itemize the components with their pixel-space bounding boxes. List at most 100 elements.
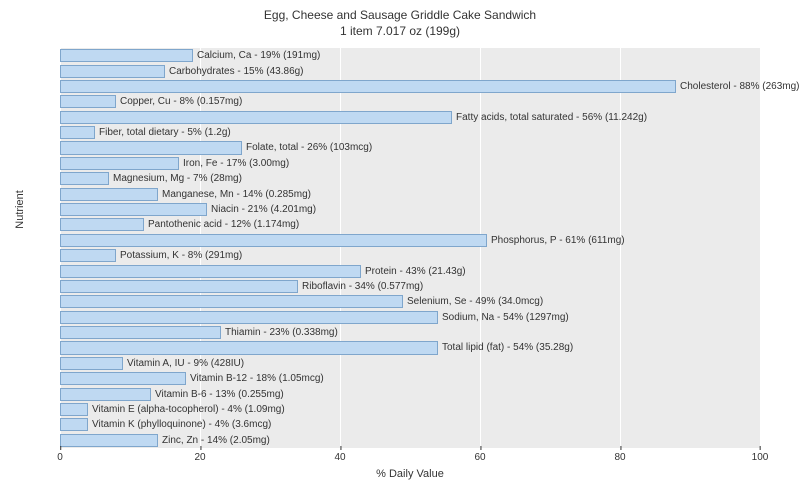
bar-fill <box>60 326 221 339</box>
bars-wrap: Calcium, Ca - 19% (191mg) Carbohydrates -… <box>60 48 760 448</box>
bar-fill <box>60 203 207 216</box>
bar-row: Magnesium, Mg - 7% (28mg) <box>60 172 760 185</box>
bar-row: Phosphorus, P - 61% (611mg) <box>60 234 760 247</box>
bar-label: Protein - 43% (21.43g) <box>361 265 466 278</box>
bar-fill <box>60 418 88 431</box>
bar-row: Calcium, Ca - 19% (191mg) <box>60 49 760 62</box>
bar-fill <box>60 172 109 185</box>
plot-area: Calcium, Ca - 19% (191mg) Carbohydrates -… <box>60 48 760 448</box>
bar-label: Cholesterol - 88% (263mg) <box>676 80 800 93</box>
bar-label: Pantothenic acid - 12% (1.174mg) <box>144 218 299 231</box>
bar-row: Carbohydrates - 15% (43.86g) <box>60 65 760 78</box>
bar-fill <box>60 157 179 170</box>
x-tick-mark <box>480 446 481 450</box>
bar-row: Vitamin K (phylloquinone) - 4% (3.6mcg) <box>60 418 760 431</box>
x-tick: 0 <box>57 448 63 459</box>
x-tick: 80 <box>614 448 625 459</box>
bar-label: Phosphorus, P - 61% (611mg) <box>487 234 625 247</box>
bar-label: Thiamin - 23% (0.338mg) <box>221 326 338 339</box>
bar-row: Niacin - 21% (4.201mg) <box>60 203 760 216</box>
bar-fill <box>60 218 144 231</box>
gridline <box>760 48 761 448</box>
bar-label: Copper, Cu - 8% (0.157mg) <box>116 95 242 108</box>
bar-row: Vitamin A, IU - 9% (428IU) <box>60 357 760 370</box>
bar-fill <box>60 388 151 401</box>
bar-label: Fatty acids, total saturated - 56% (11.2… <box>452 111 647 124</box>
x-tick-mark <box>200 446 201 450</box>
bar-fill <box>60 280 298 293</box>
x-tick-mark <box>760 446 761 450</box>
bar-row: Manganese, Mn - 14% (0.285mg) <box>60 188 760 201</box>
bar-row: Zinc, Zn - 14% (2.05mg) <box>60 434 760 447</box>
bar-label: Manganese, Mn - 14% (0.285mg) <box>158 188 311 201</box>
bar-fill <box>60 341 438 354</box>
bar-row: Thiamin - 23% (0.338mg) <box>60 326 760 339</box>
chart-title-line2: 1 item 7.017 oz (199g) <box>0 24 800 40</box>
bar-label: Zinc, Zn - 14% (2.05mg) <box>158 434 270 447</box>
x-axis: % Daily Value 020406080100 <box>60 448 760 488</box>
bar-row: Vitamin B-6 - 13% (0.255mg) <box>60 388 760 401</box>
x-tick-label: 80 <box>614 452 625 463</box>
x-tick-label: 0 <box>57 452 63 463</box>
bar-fill <box>60 141 242 154</box>
chart-title-line1: Egg, Cheese and Sausage Griddle Cake San… <box>0 8 800 24</box>
bar-label: Potassium, K - 8% (291mg) <box>116 249 242 262</box>
bar-label: Vitamin K (phylloquinone) - 4% (3.6mcg) <box>88 418 271 431</box>
bar-label: Carbohydrates - 15% (43.86g) <box>165 65 304 78</box>
bar-row: Riboflavin - 34% (0.577mg) <box>60 280 760 293</box>
bar-fill <box>60 311 438 324</box>
bar-row: Vitamin B-12 - 18% (1.05mcg) <box>60 372 760 385</box>
bar-label: Fiber, total dietary - 5% (1.2g) <box>95 126 231 139</box>
bar-row: Pantothenic acid - 12% (1.174mg) <box>60 218 760 231</box>
bar-label: Iron, Fe - 17% (3.00mg) <box>179 157 289 170</box>
bar-row: Fatty acids, total saturated - 56% (11.2… <box>60 111 760 124</box>
bar-label: Niacin - 21% (4.201mg) <box>207 203 316 216</box>
x-tick: 20 <box>194 448 205 459</box>
bar-label: Vitamin B-6 - 13% (0.255mg) <box>151 388 284 401</box>
x-tick-label: 40 <box>334 452 345 463</box>
bar-row: Fiber, total dietary - 5% (1.2g) <box>60 126 760 139</box>
bar-fill <box>60 95 116 108</box>
x-tick: 100 <box>752 448 769 459</box>
x-tick-mark <box>340 446 341 450</box>
bar-fill <box>60 372 186 385</box>
chart-title-block: Egg, Cheese and Sausage Griddle Cake San… <box>0 0 800 39</box>
x-tick: 60 <box>474 448 485 459</box>
x-tick-label: 20 <box>194 452 205 463</box>
bar-label: Folate, total - 26% (103mcg) <box>242 141 372 154</box>
x-tick: 40 <box>334 448 345 459</box>
bar-label: Vitamin E (alpha-tocopherol) - 4% (1.09m… <box>88 403 285 416</box>
bar-row: Total lipid (fat) - 54% (35.28g) <box>60 341 760 354</box>
y-axis-title: Nutrient <box>14 190 26 229</box>
x-axis-title: % Daily Value <box>60 468 760 480</box>
bar-label: Sodium, Na - 54% (1297mg) <box>438 311 569 324</box>
bar-fill <box>60 357 123 370</box>
bar-fill <box>60 188 158 201</box>
x-tick-label: 60 <box>474 452 485 463</box>
bar-row: Vitamin E (alpha-tocopherol) - 4% (1.09m… <box>60 403 760 416</box>
bar-label: Total lipid (fat) - 54% (35.28g) <box>438 341 573 354</box>
bar-label: Selenium, Se - 49% (34.0mcg) <box>403 295 543 308</box>
bar-fill <box>60 111 452 124</box>
x-tick-mark <box>620 446 621 450</box>
bar-fill <box>60 126 95 139</box>
bar-fill <box>60 80 676 93</box>
bar-label: Calcium, Ca - 19% (191mg) <box>193 49 320 62</box>
bar-row: Iron, Fe - 17% (3.00mg) <box>60 157 760 170</box>
bar-row: Selenium, Se - 49% (34.0mcg) <box>60 295 760 308</box>
bar-fill <box>60 403 88 416</box>
bar-fill <box>60 249 116 262</box>
bar-fill <box>60 234 487 247</box>
bar-label: Vitamin A, IU - 9% (428IU) <box>123 357 244 370</box>
bar-row: Protein - 43% (21.43g) <box>60 265 760 278</box>
nutrient-chart: Egg, Cheese and Sausage Griddle Cake San… <box>0 0 800 500</box>
x-tick-label: 100 <box>752 452 769 463</box>
bar-row: Cholesterol - 88% (263mg) <box>60 80 760 93</box>
bar-label: Magnesium, Mg - 7% (28mg) <box>109 172 242 185</box>
bar-fill <box>60 65 165 78</box>
bar-fill <box>60 434 158 447</box>
bar-row: Folate, total - 26% (103mcg) <box>60 141 760 154</box>
bar-row: Potassium, K - 8% (291mg) <box>60 249 760 262</box>
bar-label: Riboflavin - 34% (0.577mg) <box>298 280 423 293</box>
bar-fill <box>60 49 193 62</box>
